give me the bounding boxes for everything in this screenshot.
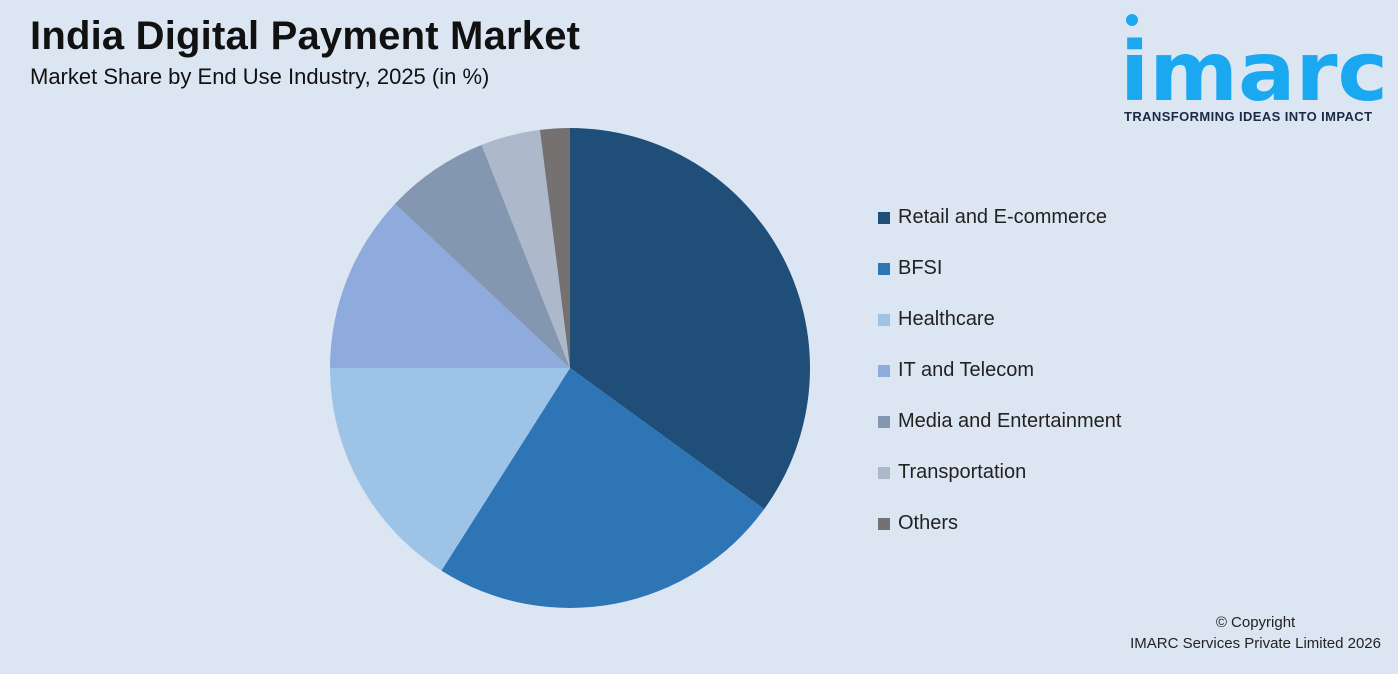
legend-label: Retail and E-commerce bbox=[898, 206, 1107, 228]
svg-text:imarc: imarc bbox=[1120, 25, 1388, 110]
legend-label: BFSI bbox=[898, 257, 943, 279]
pie-slice-others bbox=[539, 128, 570, 368]
legend-swatch bbox=[878, 415, 890, 428]
pie-slice-it-and-telecom bbox=[330, 203, 570, 368]
legend-swatch bbox=[878, 211, 890, 224]
legend-swatch bbox=[878, 517, 890, 530]
legend-item: Healthcare bbox=[878, 294, 1121, 345]
legend-label: Others bbox=[898, 512, 959, 534]
pie-slice-media-and-entertainment bbox=[395, 144, 570, 368]
legend-swatch bbox=[878, 466, 890, 479]
company-line: IMARC Services Private Limited 2026 bbox=[1130, 635, 1381, 652]
chart-subtitle: Market Share by End Use Industry, 2025 (… bbox=[30, 64, 490, 89]
legend-label: Healthcare bbox=[898, 308, 995, 330]
legend-item: Transportation bbox=[878, 447, 1121, 498]
legend-item: Media and Entertainment bbox=[878, 396, 1121, 447]
pie-chart bbox=[330, 128, 810, 609]
legend-item: IT and Telecom bbox=[878, 345, 1121, 396]
pie-slice-transportation bbox=[481, 129, 570, 368]
chart-legend: Retail and E-commerce BFSI Healthcare IT an… bbox=[878, 192, 1121, 549]
imarc-wordmark: imarc bbox=[1120, 14, 1388, 110]
legend-item: BFSI bbox=[878, 243, 1121, 294]
legend-label: Transportation bbox=[898, 461, 1027, 483]
chart-title: India Digital Payment Market bbox=[30, 14, 581, 58]
legend-swatch bbox=[878, 313, 890, 326]
logo-tagline: TRANSFORMING IDEAS INTO IMPACT bbox=[1124, 109, 1373, 124]
legend-swatch bbox=[878, 364, 890, 377]
legend-item: Others bbox=[878, 498, 1121, 549]
legend-item: Retail and E-commerce bbox=[878, 192, 1121, 243]
pie-slice-retail-and-e-commerce bbox=[570, 128, 810, 510]
legend-swatch bbox=[878, 262, 890, 275]
imarc-logo: imarc TRANSFORMING IDEAS INTO IMPACT bbox=[1118, 10, 1390, 130]
legend-label: IT and Telecom bbox=[898, 359, 1035, 381]
copyright-notice: © Copyright IMARC Services Private Limit… bbox=[1130, 612, 1381, 654]
copyright-line: © Copyright bbox=[1215, 614, 1296, 631]
pie-slice-healthcare bbox=[330, 368, 570, 571]
pie-slice-bfsi bbox=[441, 368, 765, 609]
legend-label: Media and Entertainment bbox=[898, 410, 1122, 432]
